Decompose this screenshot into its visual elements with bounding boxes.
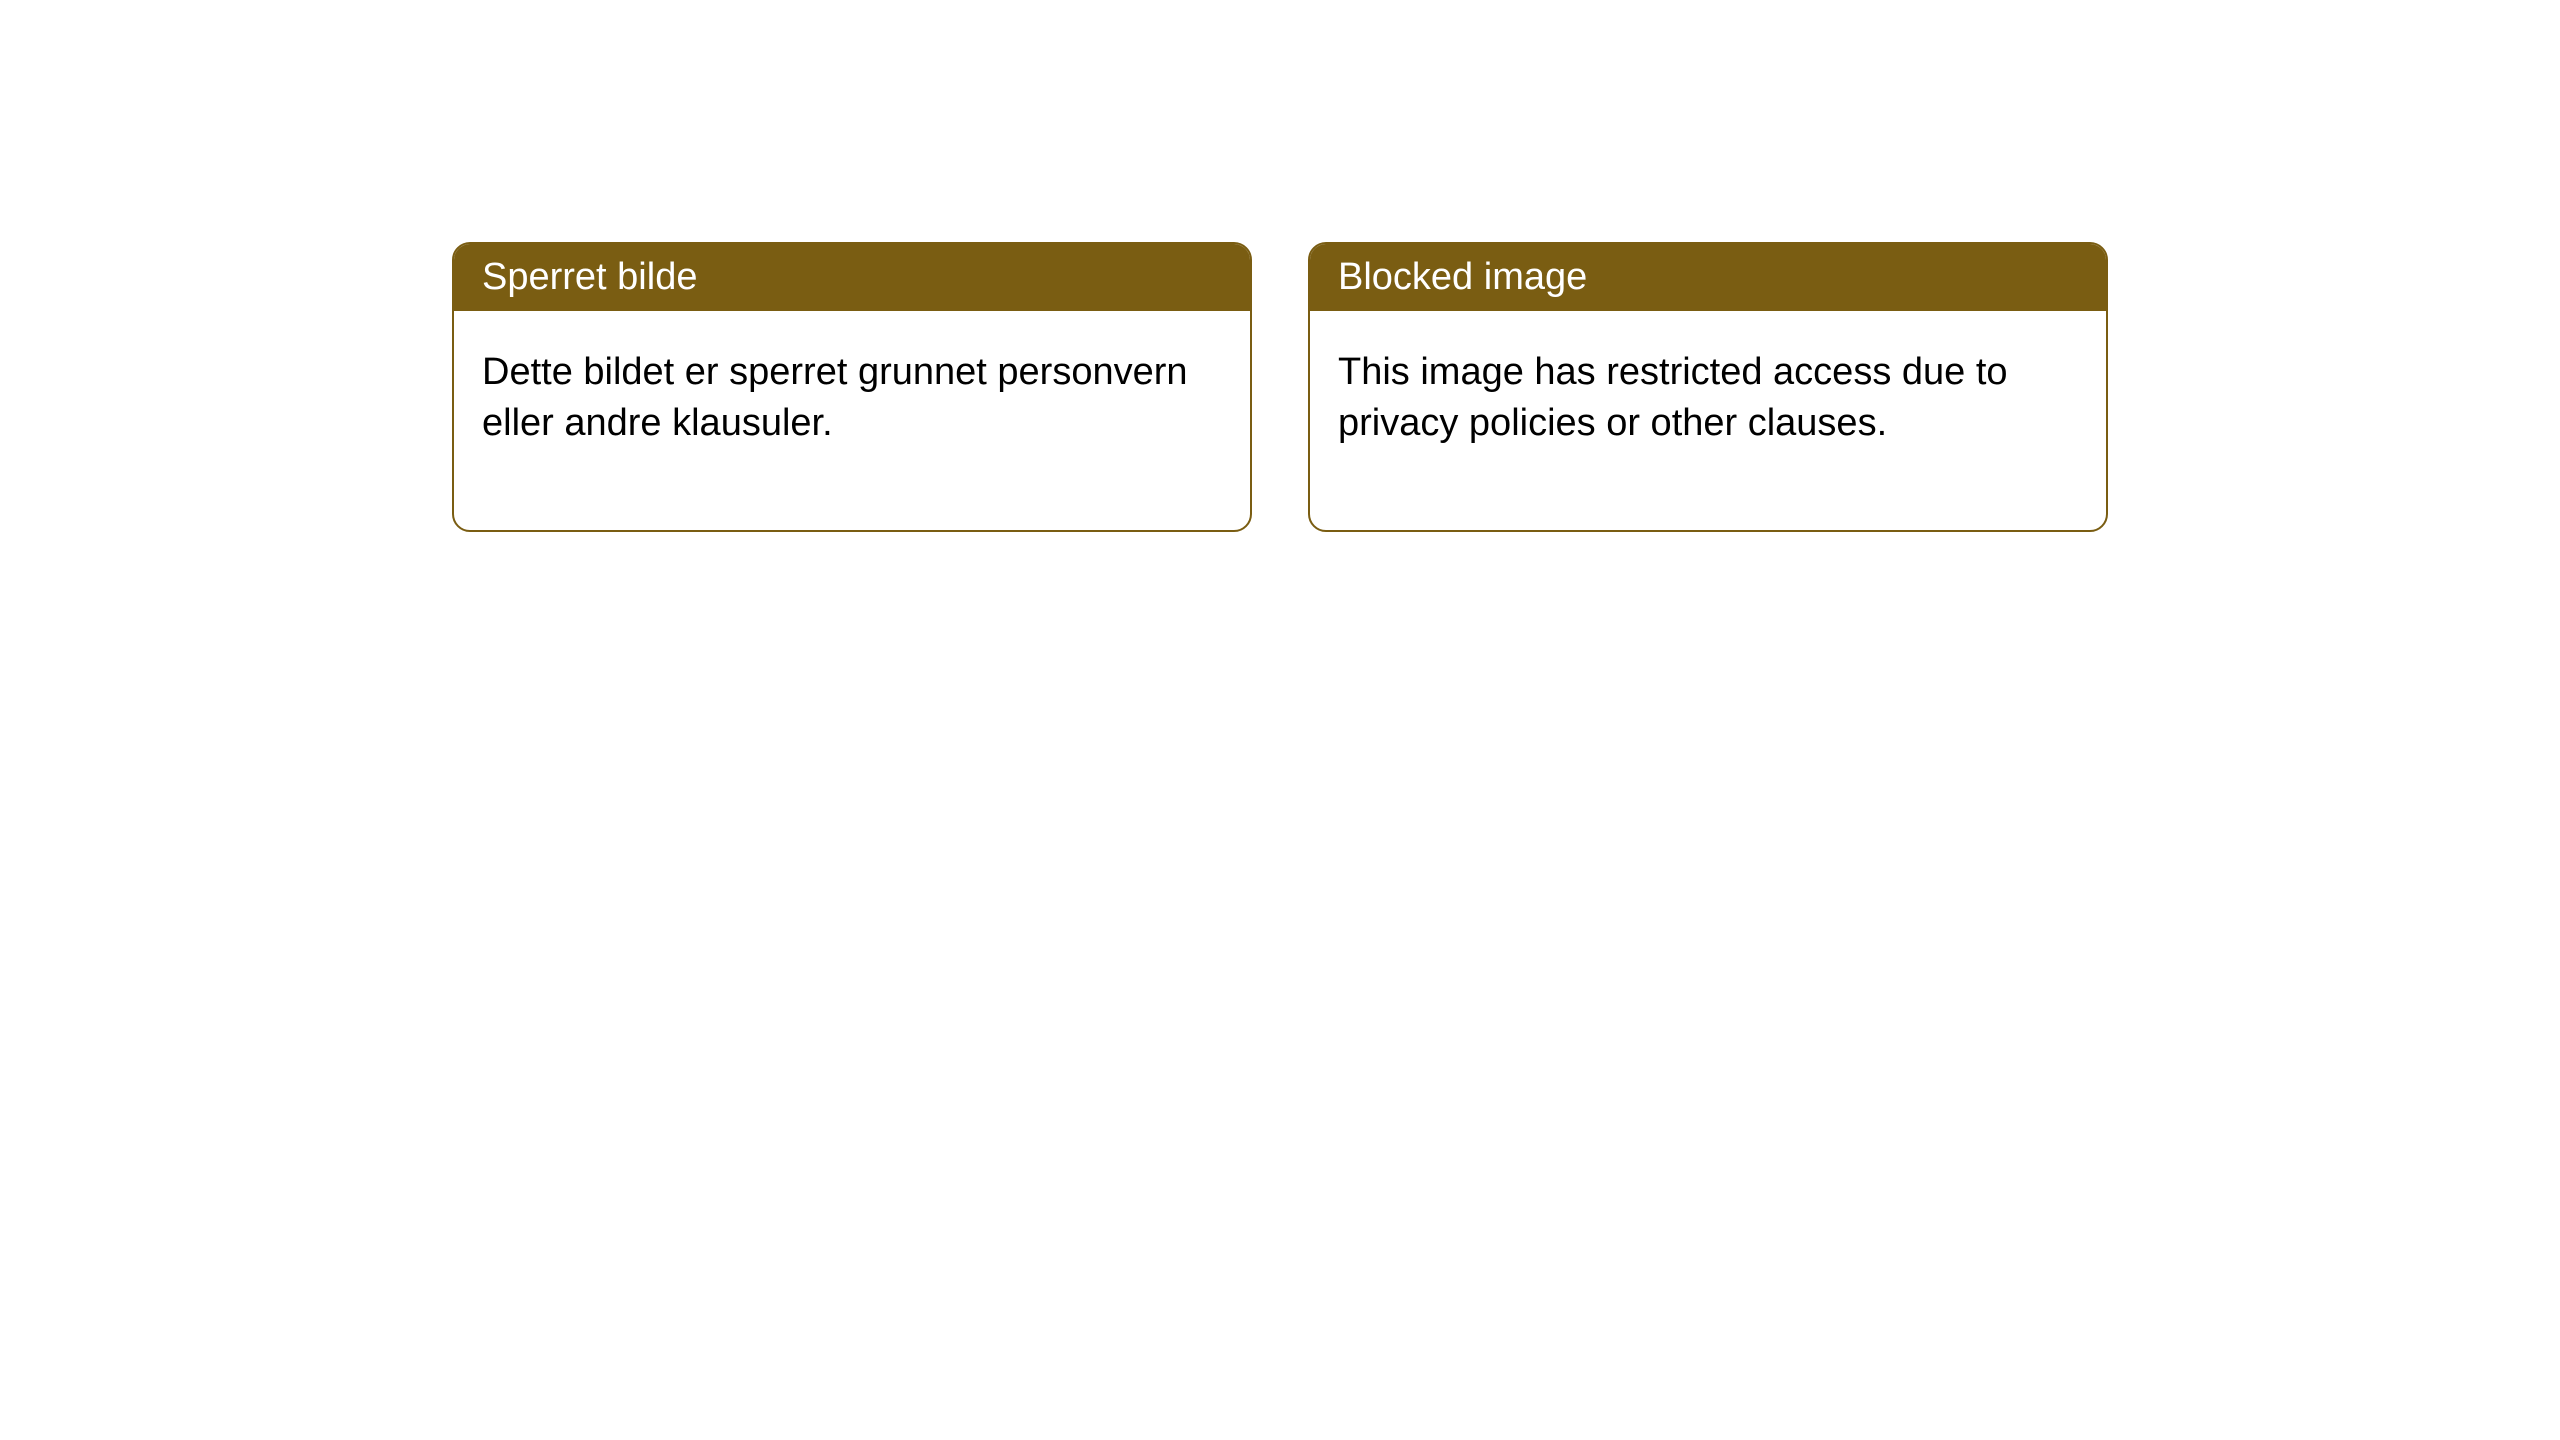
notice-card-norwegian: Sperret bilde Dette bildet er sperret gr… bbox=[452, 242, 1252, 532]
card-title: Blocked image bbox=[1338, 256, 1587, 298]
card-body: Dette bildet er sperret grunnet personve… bbox=[454, 311, 1250, 530]
notice-cards-container: Sperret bilde Dette bildet er sperret gr… bbox=[452, 242, 2108, 532]
card-title: Sperret bilde bbox=[482, 256, 697, 298]
card-header: Blocked image bbox=[1310, 244, 2106, 311]
card-header: Sperret bilde bbox=[454, 244, 1250, 311]
notice-card-english: Blocked image This image has restricted … bbox=[1308, 242, 2108, 532]
card-body: This image has restricted access due to … bbox=[1310, 311, 2106, 530]
card-body-text: Dette bildet er sperret grunnet personve… bbox=[482, 351, 1188, 444]
card-body-text: This image has restricted access due to … bbox=[1338, 351, 2008, 444]
